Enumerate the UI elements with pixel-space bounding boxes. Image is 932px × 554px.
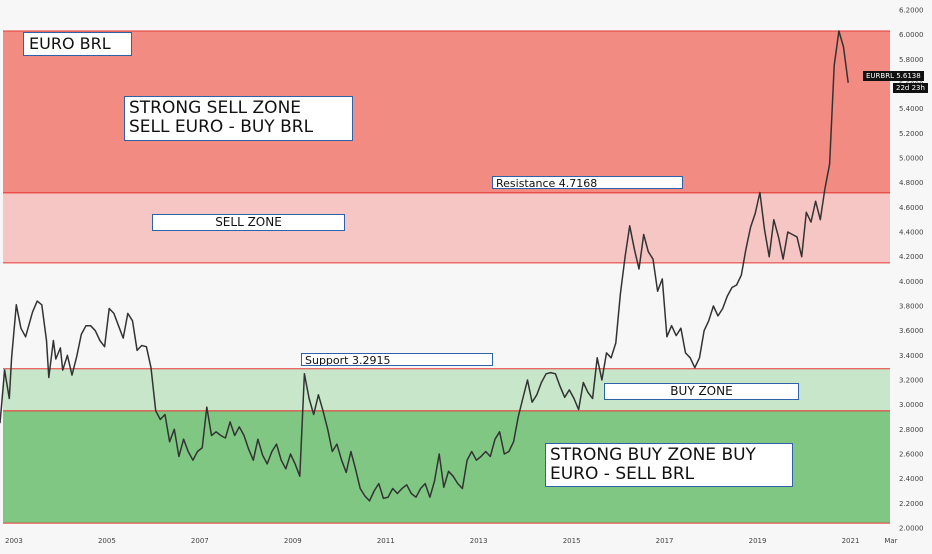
y-tick-label: 2.0000 bbox=[899, 525, 924, 533]
y-tick-label: 5.4000 bbox=[899, 105, 924, 113]
y-tick-label: 2.6000 bbox=[899, 451, 924, 459]
resistance-label: Resistance 4.7168 bbox=[492, 176, 683, 189]
x-tick-label: 2019 bbox=[749, 537, 767, 545]
y-tick-label: 4.8000 bbox=[899, 179, 924, 187]
x-tick-label: 2017 bbox=[656, 537, 674, 545]
y-tick-label: 6.0000 bbox=[899, 31, 924, 39]
y-tick-label: 3.6000 bbox=[899, 327, 924, 335]
strong-buy-zone-line-2: EURO - SELL BRL bbox=[550, 464, 695, 484]
strong-sell-zone-label: STRONG SELL ZONE SELL EURO - BUY BRL bbox=[124, 96, 353, 141]
price-tag: EURBRL 5.6138 bbox=[863, 71, 924, 81]
y-tick-label: 3.8000 bbox=[899, 303, 924, 311]
x-tick-label: 2013 bbox=[470, 537, 488, 545]
x-tick-label: 2015 bbox=[563, 537, 581, 545]
y-tick-label: 3.0000 bbox=[899, 401, 924, 409]
x-tick-label: 2009 bbox=[284, 537, 302, 545]
price-tag-value: 5.6138 bbox=[896, 72, 921, 80]
y-tick-label: 4.4000 bbox=[899, 229, 924, 237]
y-tick-label: 4.0000 bbox=[899, 278, 924, 286]
chart-title: EURO BRL bbox=[23, 32, 132, 56]
x-tick-label: 2021 bbox=[842, 537, 860, 545]
sell-zone bbox=[3, 192, 890, 263]
x-tick-label: 2005 bbox=[98, 537, 116, 545]
x-tick-label: 2003 bbox=[5, 537, 23, 545]
y-tick-label: 3.2000 bbox=[899, 377, 924, 385]
y-tick-label: 6.2000 bbox=[899, 7, 924, 15]
price-countdown: 22d 23h bbox=[893, 83, 928, 93]
y-tick-label: 2.2000 bbox=[899, 500, 924, 508]
strong-sell-zone-line-1: STRONG SELL ZONE bbox=[129, 98, 302, 118]
x-tick-label: Mar bbox=[884, 537, 897, 545]
price-tag-symbol: EURBRL bbox=[866, 72, 894, 80]
x-tick-label: 2011 bbox=[377, 537, 395, 545]
strong-buy-zone-line-1: STRONG BUY ZONE BUY bbox=[550, 445, 756, 465]
y-tick-label: 2.4000 bbox=[899, 475, 924, 483]
y-tick-label: 5.2000 bbox=[899, 130, 924, 138]
buy-zone-label: BUY ZONE bbox=[604, 383, 799, 400]
y-tick-label: 3.4000 bbox=[899, 352, 924, 360]
y-tick-label: 5.0000 bbox=[899, 155, 924, 163]
y-tick-label: 4.6000 bbox=[899, 204, 924, 212]
strong-sell-zone-line-2: SELL EURO - BUY BRL bbox=[129, 117, 314, 137]
x-tick-label: 2007 bbox=[191, 537, 209, 545]
y-tick-label: 4.2000 bbox=[899, 253, 924, 261]
y-tick-label: 2.8000 bbox=[899, 426, 924, 434]
series-line-0 bbox=[0, 30, 849, 502]
strong-buy-zone-label: STRONG BUY ZONE BUY EURO - SELL BRL bbox=[545, 443, 793, 487]
support-label: Support 3.2915 bbox=[301, 353, 493, 366]
sell-zone-label: SELL ZONE bbox=[152, 214, 345, 231]
y-tick-label: 5.8000 bbox=[899, 56, 924, 64]
